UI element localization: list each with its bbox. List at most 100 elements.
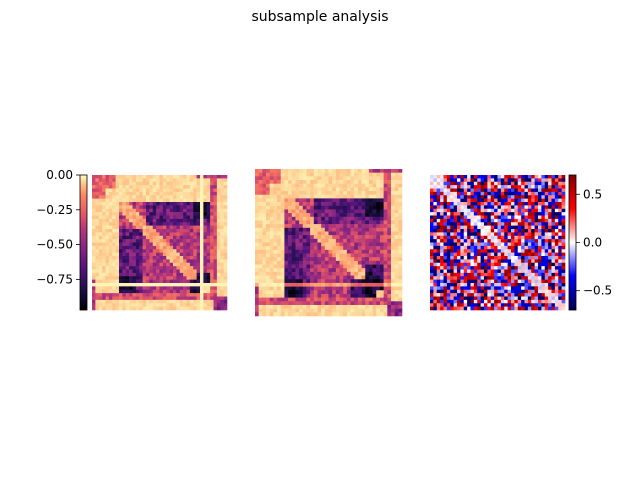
heatmap-panel-3-cell (490, 208, 495, 213)
heatmap-panel-3-cell (480, 185, 485, 189)
heatmap-panel-3-cell (524, 259, 529, 264)
heatmap-panel-3-cell (470, 283, 475, 287)
heatmap-panel-2-cell (255, 198, 259, 203)
heatmap-panel-1-cell (216, 272, 221, 277)
heatmap-panel-2-cell (390, 286, 395, 291)
heatmap-panel-3-cell (517, 303, 522, 307)
heatmap-panel-3-cell (487, 239, 492, 243)
heatmap-panel-3-cell (440, 252, 444, 257)
heatmap-panel-1-cell (179, 299, 184, 304)
heatmap-panel-2-cell (365, 282, 370, 287)
heatmap-panel-1-cell (203, 235, 208, 240)
heatmap-panel-2-cell (288, 213, 293, 218)
heatmap-panel-2-cell (339, 235, 344, 240)
heatmap-panel-1-cell (179, 202, 184, 206)
heatmap-panel-3-cell (534, 299, 539, 304)
heatmap-panel-3-cell (531, 212, 535, 216)
heatmap-panel-2-cell (299, 257, 304, 262)
heatmap-panel-2-cell (368, 176, 373, 181)
heatmap-panel-3-cell (558, 259, 562, 264)
heatmap-panel-2-cell (306, 169, 311, 173)
heatmap-panel-2-cell (379, 249, 384, 254)
heatmap-panel-2-cell (379, 183, 384, 188)
heatmap-panel-2-cell (387, 246, 392, 251)
heatmap-panel-2-cell (288, 209, 293, 214)
heatmap-panel-1-cell (213, 232, 218, 237)
heatmap-panel-2-cell (306, 198, 311, 203)
heatmap-panel-1-cell (179, 279, 184, 284)
heatmap-panel-1-cell (135, 222, 140, 226)
heatmap-panel-2-cell (394, 242, 399, 247)
heatmap-panel-2-cell (317, 308, 322, 313)
heatmap-panel-1-cell (193, 178, 197, 183)
heatmap-panel-1-cell (162, 306, 167, 311)
heatmap-panel-1-cell (159, 218, 164, 223)
heatmap-panel-3-cell (534, 283, 539, 287)
heatmap-panel-1-cell (193, 306, 197, 311)
heatmap-panel-1-cell (115, 289, 120, 294)
heatmap-panel-2-cell (354, 238, 359, 243)
heatmap-panel-2-cell (255, 275, 259, 280)
heatmap-panel-3-cell (467, 266, 471, 270)
heatmap-panel-3-cell (484, 283, 488, 287)
heatmap-panel-1-cell (98, 225, 103, 230)
heatmap-panel-3-cell (463, 256, 468, 260)
heatmap-panel-2-cell (273, 297, 278, 302)
heatmap-panel-3-cell (500, 202, 505, 206)
heatmap-panel-3-cell (504, 286, 508, 291)
heatmap-panel-3-cell (450, 229, 454, 233)
heatmap-panel-2-cell (387, 268, 392, 273)
heatmap-panel-1-cell (169, 293, 174, 297)
heatmap-panel-3-cell (558, 296, 562, 301)
heatmap-panel-3-cell (453, 286, 458, 291)
heatmap-panel-2-cell (365, 227, 370, 232)
heatmap-panel-2-cell (394, 271, 399, 276)
heatmap-panel-1-cell (186, 269, 191, 274)
heatmap-panel-2-cell (394, 169, 399, 173)
heatmap-panel-2-cell (284, 213, 289, 218)
heatmap-panel-3-cell (490, 212, 495, 216)
heatmap-panel-2-cell (368, 301, 373, 306)
heatmap-panel-2-cell (255, 279, 259, 284)
heatmap-panel-3-cell (436, 262, 441, 267)
heatmap-panel-2-cell (273, 290, 278, 295)
heatmap-panel-2-cell (302, 213, 307, 218)
heatmap-panel-3-cell (561, 208, 566, 213)
heatmap-panel-3-cell (527, 293, 532, 297)
heatmap-panel-2-cell (332, 271, 337, 276)
heatmap-panel-2-cell (350, 286, 355, 291)
heatmap-panel-1-cell (105, 185, 110, 189)
heatmap-panel-2-cell (376, 209, 381, 214)
heatmap-panel-2-cell (280, 260, 285, 265)
heatmap-panel-1-cell (223, 229, 228, 233)
heatmap-panel-2-cell (368, 220, 373, 225)
heatmap-panel-3-cell (524, 306, 529, 311)
heatmap-panel-2-cell (368, 191, 373, 196)
heatmap-panel-3-cell (544, 185, 549, 189)
heatmap-panel-2-cell (306, 268, 311, 273)
heatmap-panel-3-cell (487, 286, 492, 291)
heatmap-panel-2-cell (368, 249, 373, 254)
heatmap-panel-3-cell (487, 181, 492, 186)
heatmap-panel-2-cell (346, 231, 351, 236)
heatmap-panel-1-cell (135, 202, 140, 206)
heatmap-panel-3-cell (477, 252, 481, 257)
heatmap-panel-3-cell (558, 269, 562, 274)
heatmap-panel-2-cell (266, 286, 270, 291)
heatmap-panel-2-cell (335, 242, 340, 247)
heatmap-panel-1-cell (162, 218, 167, 223)
heatmap-panel-2-cell (339, 187, 344, 192)
heatmap-panel-3-cell (433, 215, 438, 220)
heatmap-panel-3-cell (500, 205, 505, 210)
heatmap-panel-2-cell (295, 275, 300, 280)
heatmap-panel-3-cell (494, 303, 498, 307)
heatmap-panel-3-cell (467, 283, 471, 287)
heatmap-panel-3-cell (524, 232, 529, 237)
heatmap-panel-1-cell (135, 229, 140, 233)
heatmap-panel-3-cell (457, 232, 461, 237)
heatmap-panel-2-cell (280, 290, 285, 295)
heatmap-panel-3-cell (453, 215, 458, 220)
heatmap-panel-1-cell (179, 293, 184, 297)
heatmap-panel-1-cell (129, 212, 133, 216)
heatmap-panel-3-cell (531, 185, 535, 189)
